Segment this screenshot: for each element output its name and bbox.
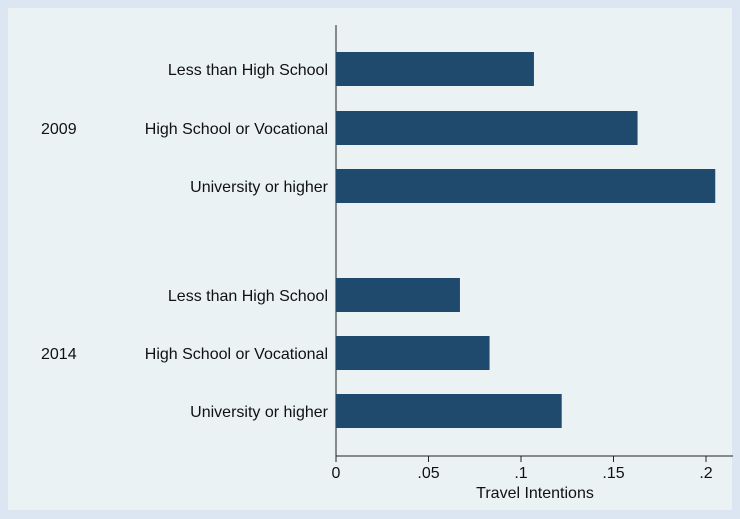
x-ticks: 0 .05 .1 .15 .2: [332, 456, 713, 482]
bar-2009-3: [336, 169, 716, 203]
bar-2014-1: [336, 278, 460, 312]
bar-2014-2: [336, 336, 490, 370]
category-label: University or higher: [190, 404, 329, 421]
category-label: Less than High School: [168, 288, 328, 305]
category-labels: Less than High School High School or Voca…: [145, 62, 329, 421]
x-tick-label: .2: [699, 465, 712, 482]
group-labels: 2009 2014: [41, 121, 77, 363]
x-tick-label: .05: [417, 465, 439, 482]
group-label-2014: 2014: [41, 346, 77, 363]
category-label: High School or Vocational: [145, 121, 328, 138]
category-label: University or higher: [190, 179, 329, 196]
category-label: High School or Vocational: [145, 346, 328, 363]
x-tick-label: .15: [602, 465, 624, 482]
bar-2009-1: [336, 52, 534, 86]
bars: [336, 52, 716, 428]
category-label: Less than High School: [168, 62, 328, 79]
bar-2014-3: [336, 394, 562, 428]
x-axis-label: Travel Intentions: [476, 485, 594, 502]
bar-2009-2: [336, 111, 638, 145]
x-tick-label: 0: [332, 465, 341, 482]
group-label-2009: 2009: [41, 121, 77, 138]
x-tick-label: .1: [514, 465, 527, 482]
axes: [335, 25, 733, 457]
